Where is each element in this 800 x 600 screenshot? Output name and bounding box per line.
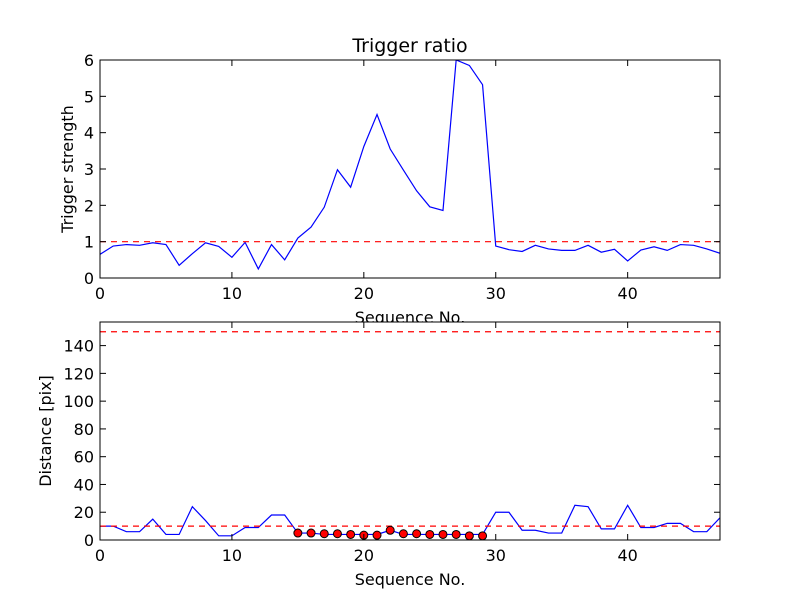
y-tick-label: 100 [63,392,94,411]
y-tick-label: 20 [74,503,94,522]
data-point-marker [451,529,461,539]
axes-frame [99,321,721,541]
y-tick-label: 4 [84,124,94,143]
data-point-marker [306,528,316,538]
y-tick-label: 140 [63,337,94,356]
x-tick-label: 10 [222,546,242,565]
y-axis-label: Trigger strength [58,105,77,234]
x-tick-label: 0 [95,546,105,565]
chart-panel-2: 0 10 20 30 40 0 20 40 60 80 100 120 140 Sequence No. D… [36,321,721,589]
y-axis-label: Distance [pix] [36,375,55,487]
x-tick-label: 20 [354,546,374,565]
y-tick-label: 120 [63,364,94,383]
plot-area [100,322,720,540]
data-point-marker [346,529,356,539]
y-tick-label: 60 [74,448,94,467]
data-point-marker [412,529,422,539]
x-tick-label: 10 [222,284,242,303]
data-point-marker [425,529,435,539]
data-point-marker [398,529,408,539]
x-axis-label: Sequence No. [355,570,466,589]
y-tick-label: 40 [74,475,94,494]
data-point-marker [464,531,474,540]
series-group [100,60,720,271]
data-point-marker [293,528,303,538]
series-line [100,60,720,271]
y-tick-label: 5 [84,87,94,106]
data-point-marker [372,530,382,540]
y-tick-label: 3 [84,160,94,179]
chart-title: Trigger ratio [351,35,467,57]
data-point-marker [438,529,448,539]
x-tick-label: 30 [486,284,506,303]
y-tick-label: 1 [84,233,94,252]
data-point-marker [478,531,488,540]
x-tick-label: 40 [617,284,637,303]
data-point-marker [332,529,342,539]
plot-area [100,60,720,278]
data-point-marker [319,529,329,539]
y-tick-label: 6 [84,51,94,70]
x-tick-label: 20 [354,284,374,303]
data-point-marker [385,525,395,535]
x-tick-label: 30 [486,546,506,565]
x-tick-label: 0 [95,284,105,303]
series-group [100,331,720,540]
series-line [100,504,720,537]
y-tick-label: 0 [84,531,94,550]
y-tick-label: 2 [84,196,94,215]
y-tick-label: 0 [84,269,94,288]
x-tick-label: 40 [617,546,637,565]
y-tick-label: 80 [74,420,94,439]
